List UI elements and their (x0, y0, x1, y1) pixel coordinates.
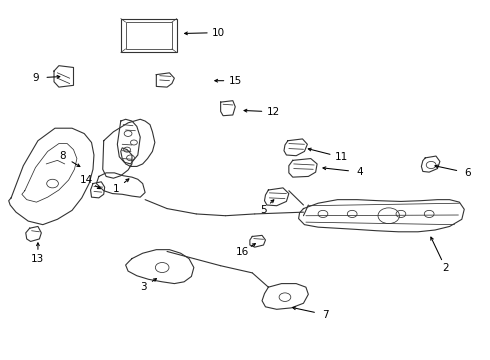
Text: 15: 15 (229, 76, 242, 86)
Text: 4: 4 (357, 167, 363, 177)
Text: 1: 1 (113, 184, 120, 194)
Text: 8: 8 (59, 151, 66, 161)
Text: 16: 16 (236, 247, 249, 257)
Text: 5: 5 (260, 205, 267, 215)
Text: 14: 14 (79, 175, 93, 185)
Text: 6: 6 (465, 168, 471, 178)
Text: 10: 10 (212, 28, 225, 37)
Text: 3: 3 (140, 282, 147, 292)
Text: 9: 9 (32, 73, 39, 83)
Text: 11: 11 (334, 152, 347, 162)
Text: 13: 13 (31, 253, 45, 264)
Text: 7: 7 (322, 310, 329, 320)
Text: 12: 12 (267, 107, 280, 117)
Text: 2: 2 (442, 263, 449, 273)
